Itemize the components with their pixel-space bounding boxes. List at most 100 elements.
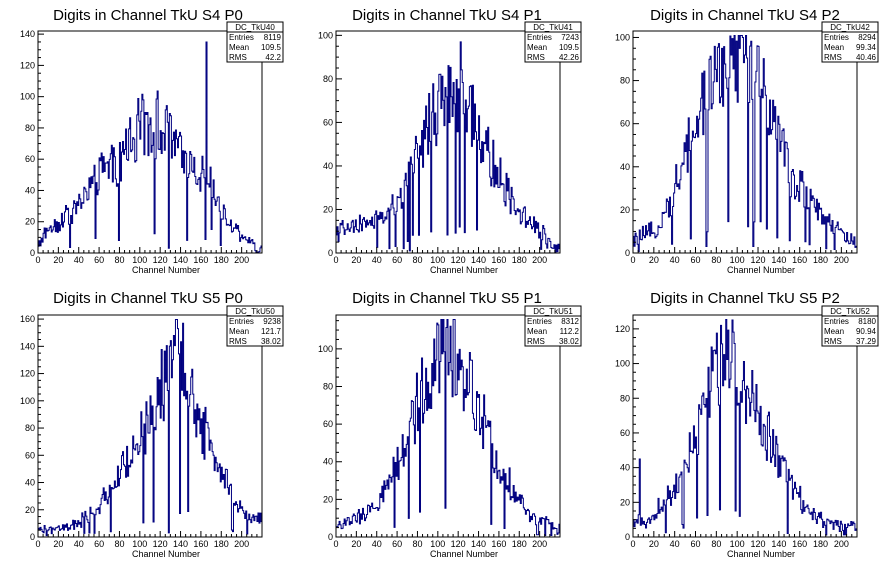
x-tick-label: 40 <box>74 539 84 549</box>
chart-title: Digits in Channel TkU S4 P0 <box>53 7 243 24</box>
x-tick-label: 100 <box>430 539 445 549</box>
y-tick-label: 0 <box>625 532 630 542</box>
x-tick-label: 80 <box>711 539 721 549</box>
x-tick-label: 60 <box>392 539 402 549</box>
x-tick-label: 60 <box>691 539 701 549</box>
plot-frame <box>632 314 858 538</box>
stats-label-rms: RMS <box>527 337 545 346</box>
histogram-panel: Digits in Channel TkU S4 P2 0 20 40 60 80 100 1… <box>615 7 879 275</box>
x-tick-label: 60 <box>94 255 104 265</box>
chart-title: Digits in Channel TkU S5 P1 <box>352 290 542 307</box>
x-tick-label: 80 <box>114 255 124 265</box>
x-tick-label: 160 <box>792 539 807 549</box>
stats-label-mean: Mean <box>824 43 844 52</box>
y-tick-label: 40 <box>25 478 35 488</box>
stats-box <box>226 305 284 347</box>
x-tick-label: 180 <box>512 255 527 265</box>
stats-label-entries: Entries <box>229 33 254 42</box>
histogram-panel: Digits in Channel TkU S4 P1 0 20 40 60 80 100 1… <box>318 7 582 275</box>
histogram-panel: Digits in Channel TkU S5 P0 0 20 40 60 80 100 1… <box>20 290 284 559</box>
y-tick-label: 60 <box>25 154 35 164</box>
y-tick-label: 140 <box>20 29 35 39</box>
x-tick-label: 60 <box>392 255 402 265</box>
stats-name: DC_TkU50 <box>235 307 275 316</box>
stats-value-rms: 40.46 <box>856 53 877 62</box>
y-tick-label: 60 <box>323 419 333 429</box>
stats-value-entries: 8119 <box>264 33 282 42</box>
stats-label-rms: RMS <box>824 53 842 62</box>
stats-box <box>821 21 879 63</box>
stats-label-mean: Mean <box>527 43 547 52</box>
stats-label-entries: Entries <box>527 33 552 42</box>
stats-value-rms: 37.29 <box>856 337 877 346</box>
stats-box <box>524 305 582 347</box>
y-tick-label: 80 <box>25 423 35 433</box>
x-tick-label: 80 <box>412 539 422 549</box>
y-tick-label: 140 <box>20 341 35 351</box>
x-axis-label: Channel Number <box>430 265 498 275</box>
x-tick-label: 40 <box>372 255 382 265</box>
stats-value-rms: 38.02 <box>261 337 282 346</box>
stats-box <box>226 21 284 63</box>
stats-value-mean: 121.7 <box>261 327 282 336</box>
x-tick-label: 40 <box>372 539 382 549</box>
y-tick-label: 0 <box>30 248 35 258</box>
stats-value-rms: 42.2 <box>265 53 281 62</box>
stats-value-mean: 99.34 <box>856 43 877 52</box>
y-tick-label: 100 <box>318 344 333 354</box>
stats-value-entries: 8180 <box>858 317 876 326</box>
histogram-panel: Digits in Channel TkU S5 P2 0 20 40 60 80 100 1… <box>615 290 879 559</box>
stats-name: DC_TkU42 <box>830 23 870 32</box>
y-tick-label: 40 <box>25 185 35 195</box>
y-tick-label: 20 <box>323 494 333 504</box>
y-tick-label: 100 <box>318 30 333 40</box>
x-tick-label: 40 <box>670 255 680 265</box>
y-tick-label: 60 <box>25 450 35 460</box>
x-tick-label: 80 <box>412 255 422 265</box>
x-tick-label: 200 <box>234 539 249 549</box>
stats-value-mean: 90.94 <box>856 327 877 336</box>
histogram-series <box>632 34 858 253</box>
histogram-series <box>37 318 263 537</box>
chart-title: Digits in Channel TkU S4 P2 <box>650 7 840 24</box>
x-tick-label: 120 <box>153 539 168 549</box>
y-tick-label: 20 <box>25 217 35 227</box>
x-tick-label: 80 <box>114 539 124 549</box>
x-tick-label: 200 <box>834 539 849 549</box>
stats-name: DC_TkU51 <box>533 307 573 316</box>
y-tick-label: 60 <box>620 119 630 129</box>
x-tick-label: 140 <box>471 539 486 549</box>
stats-value-entries: 7243 <box>561 33 579 42</box>
y-tick-label: 0 <box>328 532 333 542</box>
stats-label-mean: Mean <box>824 327 844 336</box>
y-tick-label: 80 <box>25 123 35 133</box>
x-tick-label: 0 <box>630 255 635 265</box>
x-tick-label: 140 <box>173 539 188 549</box>
stats-value-mean: 109.5 <box>261 43 282 52</box>
x-tick-label: 160 <box>193 539 208 549</box>
y-tick-label: 60 <box>620 428 630 438</box>
x-tick-label: 200 <box>532 255 547 265</box>
y-tick-label: 20 <box>620 205 630 215</box>
x-tick-label: 180 <box>214 255 229 265</box>
histogram-panel: Digits in Channel TkU S4 P0 0 20 40 60 80 100 1… <box>20 7 284 275</box>
stats-name: DC_TkU40 <box>235 23 275 32</box>
x-tick-label: 160 <box>491 255 506 265</box>
y-tick-label: 60 <box>323 117 333 127</box>
y-tick-label: 120 <box>615 324 630 334</box>
chart-title: Digits in Channel TkU S5 P0 <box>53 290 243 307</box>
stats-box <box>821 305 879 347</box>
x-axis-label: Channel Number <box>727 265 795 275</box>
x-tick-label: 120 <box>153 255 168 265</box>
x-tick-label: 20 <box>649 539 659 549</box>
x-tick-label: 60 <box>691 255 701 265</box>
histogram-series <box>632 318 858 537</box>
x-tick-label: 180 <box>813 539 828 549</box>
y-tick-label: 80 <box>323 74 333 84</box>
x-tick-label: 120 <box>751 539 766 549</box>
y-tick-label: 0 <box>625 248 630 258</box>
x-tick-label: 140 <box>771 539 786 549</box>
histogram-panel: Digits in Channel TkU S5 P1 0 20 40 60 80 100 1… <box>318 290 582 559</box>
x-tick-label: 0 <box>35 255 40 265</box>
x-tick-label: 200 <box>532 539 547 549</box>
